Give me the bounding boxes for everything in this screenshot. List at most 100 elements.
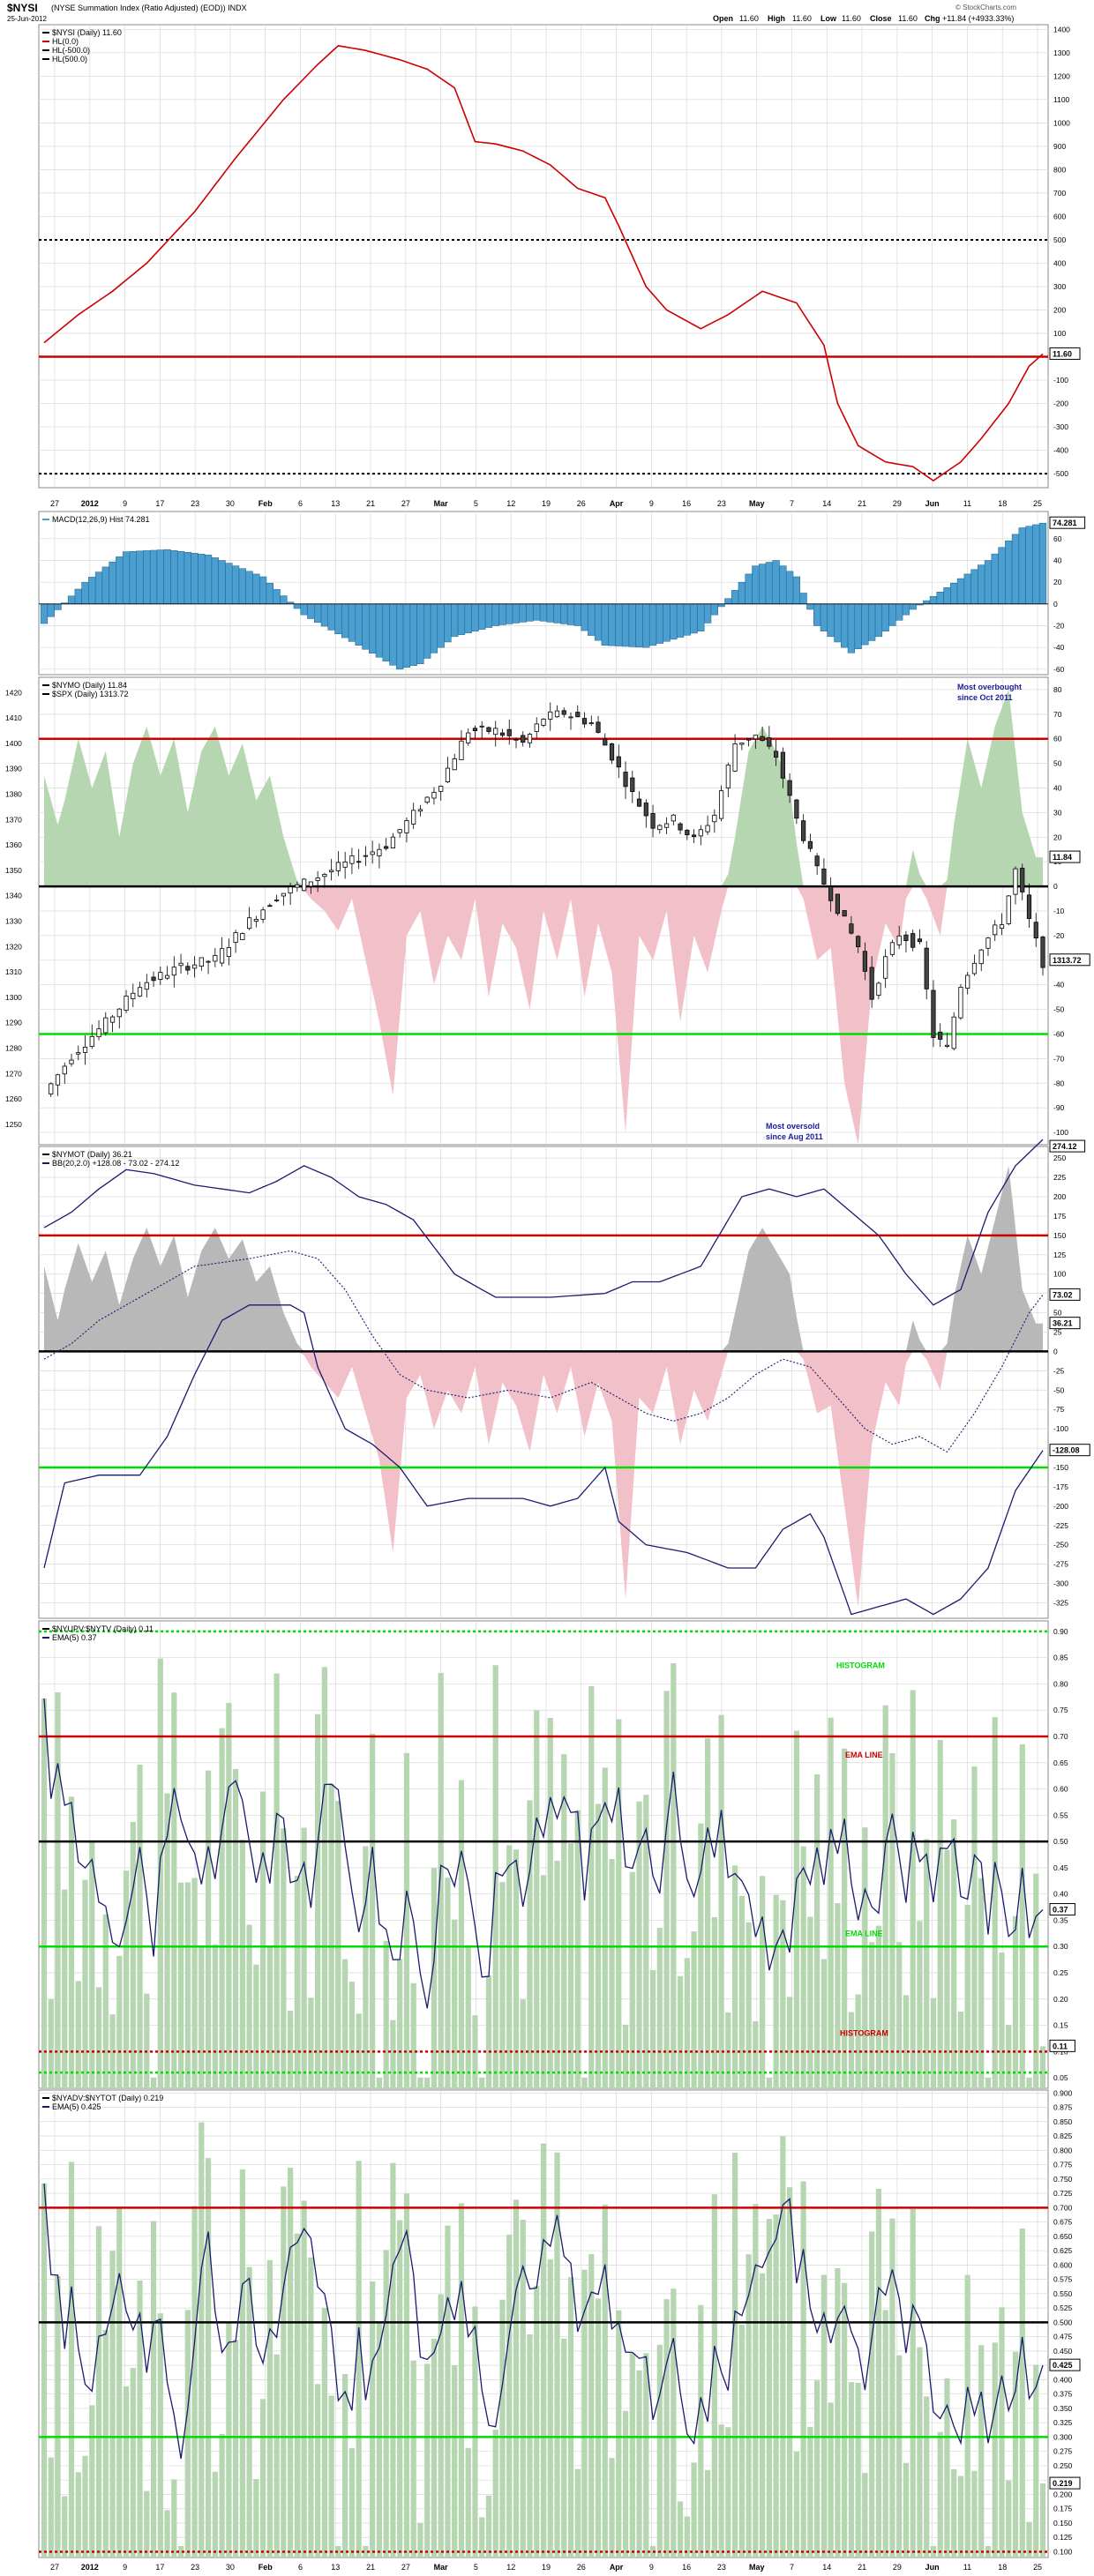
y-tick-label: -300 bbox=[1053, 1579, 1068, 1588]
y-tick-label: -25 bbox=[1053, 1366, 1065, 1375]
spx-candle-body bbox=[630, 777, 635, 793]
macd-bar bbox=[225, 563, 233, 605]
ratio-bar bbox=[951, 2468, 957, 2557]
spx-candle-body bbox=[568, 716, 573, 719]
ratio-bar bbox=[246, 1924, 252, 2088]
value-tag bbox=[1049, 2039, 1075, 2052]
value-tag bbox=[1049, 850, 1081, 863]
y-tick-label: 0.525 bbox=[1053, 2303, 1073, 2312]
ratio-bar bbox=[144, 1993, 150, 2088]
low-value: 11.60 bbox=[842, 14, 861, 23]
ratio-bar bbox=[903, 1995, 910, 2088]
macd-bar bbox=[909, 603, 917, 610]
ratio-bar bbox=[485, 2495, 492, 2557]
ratio-bar bbox=[910, 2208, 916, 2557]
macd-bar bbox=[94, 571, 103, 605]
spx-candle-body bbox=[876, 982, 881, 996]
x-tick-label: 30 bbox=[226, 2563, 235, 2572]
ratio-bar bbox=[274, 1673, 280, 2088]
ratio-bar bbox=[807, 1916, 813, 2088]
legend-entry: $NYUPV:$NYTV (Daily) 0.11 bbox=[52, 1624, 154, 1633]
ratio-bar bbox=[1039, 2483, 1046, 2557]
macd-bar bbox=[820, 603, 828, 631]
y-tick-label: -60 bbox=[1053, 665, 1065, 674]
y-tick-label: 0.350 bbox=[1053, 2404, 1073, 2413]
ratio-bar bbox=[452, 1919, 458, 2088]
macd-bar bbox=[813, 603, 821, 626]
y-tick-label: 0.90 bbox=[1053, 1627, 1068, 1636]
spx-candle-body bbox=[609, 743, 615, 761]
spx-candle-body bbox=[76, 1052, 81, 1055]
spx-candle-body bbox=[1033, 922, 1038, 939]
spx-candle-body bbox=[903, 934, 909, 942]
macd-bar bbox=[252, 573, 260, 605]
spx-candle-body bbox=[938, 1031, 943, 1040]
ratio-bar bbox=[465, 1945, 471, 2088]
ratio-bar bbox=[294, 2233, 300, 2557]
x-tick-label: 11 bbox=[963, 2563, 971, 2572]
spx-candle-body bbox=[1026, 894, 1032, 920]
y-tick-label: -50 bbox=[1053, 1005, 1065, 1014]
macd-bar bbox=[998, 547, 1006, 605]
spx-candle-body bbox=[158, 972, 163, 980]
macd-bar bbox=[1038, 522, 1047, 605]
x-tick-label: 21 bbox=[366, 499, 375, 508]
panel-nymo: -100-90-80-70-60-50-40-30-20-10010203040… bbox=[5, 676, 1090, 1146]
ratio-bar bbox=[869, 2231, 875, 2557]
ratio-bar bbox=[746, 2254, 752, 2557]
macd-bar bbox=[608, 603, 616, 646]
macd-bar bbox=[280, 595, 288, 605]
ratio-bar bbox=[609, 2458, 615, 2557]
spx-candle-body bbox=[774, 750, 779, 758]
y-tick-label: -100 bbox=[1053, 376, 1068, 385]
macd-bar bbox=[868, 603, 876, 641]
spx-candle-body bbox=[869, 967, 874, 1000]
spx-candle-body bbox=[691, 834, 697, 838]
spx-candle-body bbox=[971, 962, 978, 974]
y-tick-label: 150 bbox=[1053, 1231, 1066, 1240]
ema-line bbox=[43, 2183, 1044, 2460]
macd-bar bbox=[334, 603, 342, 634]
ratio-bar bbox=[232, 1768, 239, 2088]
legend-entry: MACD(12,26,9) Hist 74.281 bbox=[52, 515, 150, 524]
ratio-bar bbox=[855, 1994, 861, 2088]
ratio-bar bbox=[390, 2020, 396, 2088]
ratio-bar bbox=[226, 2322, 232, 2557]
y-tick-label: 100 bbox=[1053, 329, 1066, 338]
ratio-bar bbox=[68, 2162, 75, 2557]
macd-bar bbox=[621, 603, 630, 647]
ratio-bar bbox=[649, 1969, 656, 2088]
y-tick-label: 0.775 bbox=[1053, 2161, 1073, 2169]
x-tick-label: 27 bbox=[401, 499, 410, 508]
ratio-bar bbox=[663, 1691, 670, 2088]
ratio-bar bbox=[431, 2339, 438, 2557]
annotation-histogram-top: HISTOGRAM bbox=[836, 1661, 885, 1670]
ratio-bar bbox=[328, 1783, 334, 2088]
ratio-bar bbox=[636, 1801, 642, 2088]
macd-bar bbox=[176, 550, 185, 605]
ratio-bar bbox=[1026, 2521, 1032, 2557]
nysi-line bbox=[43, 45, 1044, 482]
ratio-bar bbox=[363, 2545, 369, 2557]
spx-candle-body bbox=[958, 987, 963, 1019]
spx-candle-body bbox=[233, 932, 238, 943]
spx-tick-label: 1260 bbox=[5, 1094, 22, 1103]
x-tick-label: May bbox=[749, 2563, 765, 2572]
high-value: 11.60 bbox=[792, 14, 812, 23]
ema-line bbox=[43, 1698, 1044, 2009]
ratio-bar bbox=[554, 2152, 560, 2557]
macd-bar bbox=[506, 603, 513, 624]
spx-candle-body bbox=[732, 743, 738, 772]
macd-bar bbox=[929, 595, 938, 605]
y-tick-label: 0.800 bbox=[1053, 2146, 1073, 2154]
nymot-negative-area bbox=[44, 1351, 1043, 1607]
spx-candle-body bbox=[124, 995, 129, 1011]
spx-candle-body bbox=[835, 893, 840, 915]
y-tick-label: 0.875 bbox=[1053, 2103, 1073, 2112]
spx-candle-body bbox=[452, 758, 457, 771]
spx-candle-body bbox=[671, 814, 676, 822]
y-tick-label: 0.70 bbox=[1053, 1732, 1068, 1741]
spx-candle-body bbox=[718, 790, 724, 819]
ratio-bar bbox=[191, 2206, 198, 2557]
ratio-bar bbox=[438, 2294, 444, 2557]
